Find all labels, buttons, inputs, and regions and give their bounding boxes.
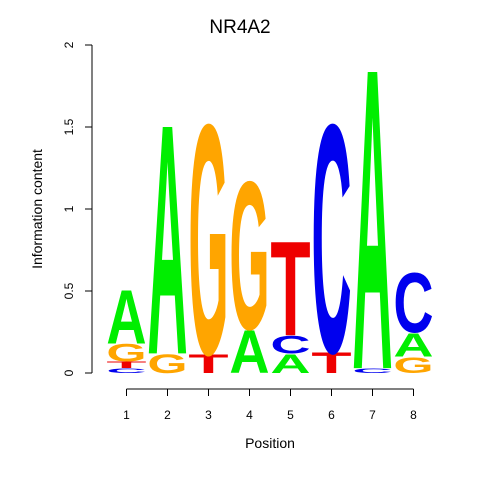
- x-axis: 1 2 3 4 5 6 7 8: [123, 388, 417, 422]
- logo-letter-g: G: [106, 339, 146, 367]
- y-tick-label: 2: [62, 41, 76, 48]
- x-tick-label: 2: [164, 408, 171, 422]
- y-tick-label: 1.5: [62, 118, 76, 135]
- logo-letter-c: C: [393, 256, 433, 351]
- logo-letter-c: C: [106, 367, 146, 375]
- y-axis: 0 0.5 1 1.5 2: [62, 41, 93, 376]
- logo-letter-g: G: [393, 353, 433, 378]
- logo-letter-g: G: [188, 56, 228, 423]
- y-tick-label: 0.5: [62, 282, 76, 299]
- logo-letter-t: T: [188, 348, 229, 379]
- x-tick-label: 8: [410, 408, 417, 422]
- logo-letter-a: A: [147, 55, 187, 423]
- x-tick-label: 3: [205, 408, 212, 422]
- logo-letter-t: T: [270, 213, 310, 364]
- x-tick-label: 1: [123, 408, 130, 422]
- logo-letter-a: A: [352, 0, 392, 461]
- logo-letter-c: C: [270, 331, 310, 359]
- y-tick-label: 1: [62, 205, 76, 212]
- y-axis-label: Information content: [29, 149, 45, 269]
- x-tick-label: 4: [246, 408, 253, 422]
- x-tick-label: 5: [287, 408, 294, 422]
- logo-letter-g: G: [147, 349, 187, 379]
- logo-letter-c: C: [352, 367, 392, 375]
- logo-letter-a: A: [229, 319, 269, 387]
- logo-letter-c: C: [311, 56, 351, 421]
- logo-letter-t: T: [311, 347, 351, 380]
- x-axis-label: Position: [245, 435, 295, 451]
- x-tick-label: 7: [369, 408, 376, 422]
- logo-letter-a: A: [393, 326, 433, 364]
- logo-letter-t: T: [106, 360, 147, 370]
- logo-letter-a: A: [270, 349, 310, 379]
- y-tick-label: 0: [62, 369, 76, 376]
- logo-letter-g: G: [229, 136, 269, 374]
- chart-title: NR4A2: [209, 17, 270, 38]
- x-tick-label: 6: [328, 408, 335, 422]
- logo-letter-a: A: [106, 275, 146, 361]
